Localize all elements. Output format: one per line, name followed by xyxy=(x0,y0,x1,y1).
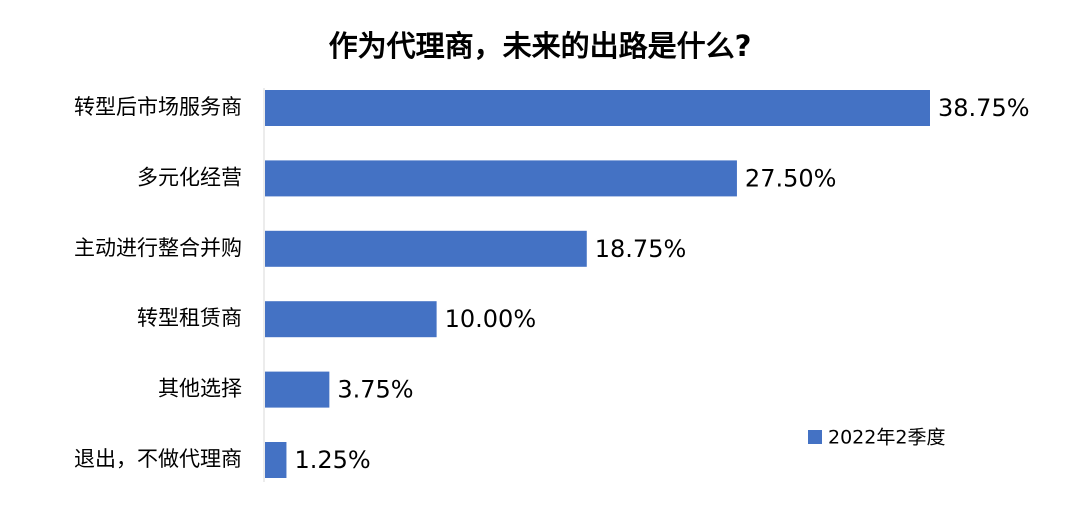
category-label: 退出，不做代理商 xyxy=(74,447,242,471)
value-label: 3.75% xyxy=(337,376,413,404)
chart-title: 作为代理商，未来的出路是什么? xyxy=(329,29,752,63)
value-label: 38.75% xyxy=(938,94,1030,122)
category-label: 其他选择 xyxy=(158,377,242,401)
bar xyxy=(265,371,330,408)
bar xyxy=(265,160,737,197)
category-label: 多元化经营 xyxy=(137,165,242,189)
bar xyxy=(265,301,437,338)
value-label: 18.75% xyxy=(595,235,687,263)
bar xyxy=(265,90,930,126)
value-label: 10.00% xyxy=(445,305,537,333)
legend-swatch xyxy=(808,430,822,444)
category-label: 转型租赁商 xyxy=(137,306,242,330)
category-label: 转型后市场服务商 xyxy=(74,95,242,119)
value-label: 27.50% xyxy=(745,164,837,192)
bar xyxy=(265,230,587,267)
legend-label: 2022年2季度 xyxy=(828,427,945,449)
value-label: 1.25% xyxy=(294,446,370,474)
bar xyxy=(265,442,287,478)
category-label: 主动进行整合并购 xyxy=(74,236,242,260)
